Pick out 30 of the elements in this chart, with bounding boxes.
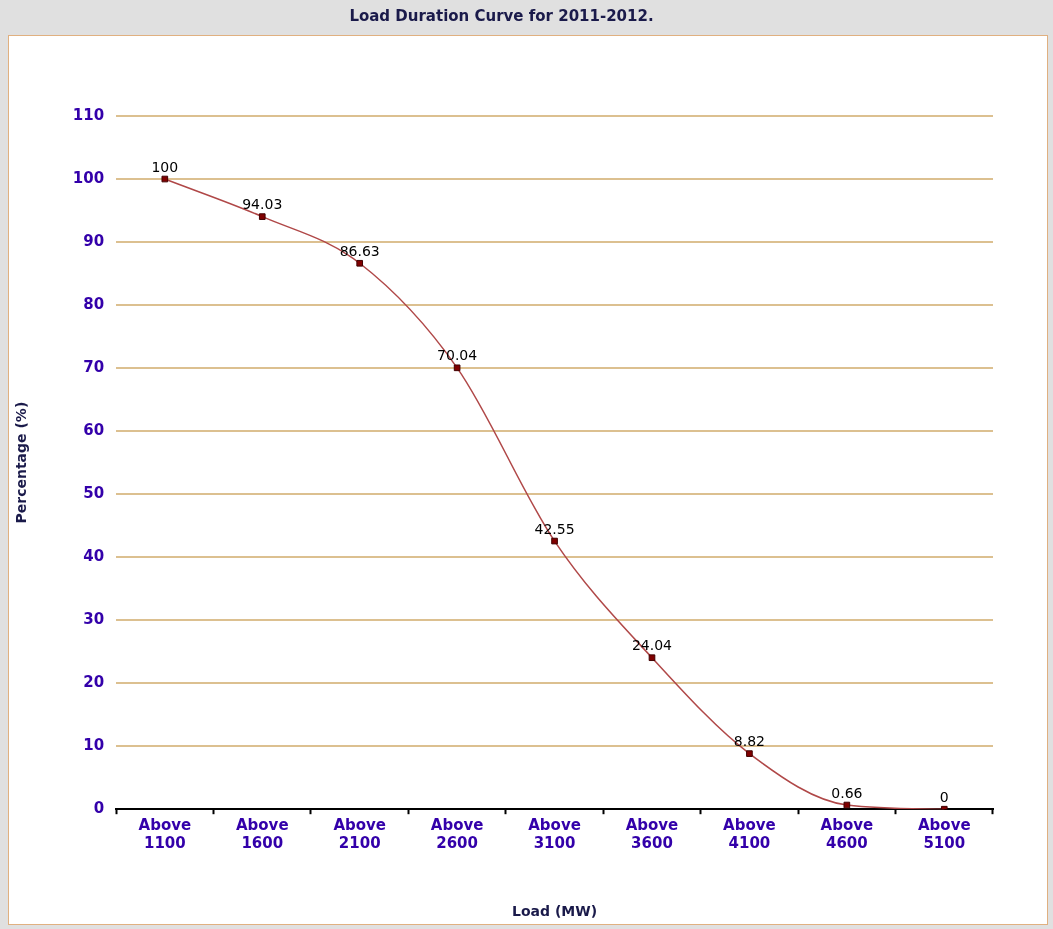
x-tick-label: Above 1600 — [235, 816, 289, 853]
y-tick-label: 90 — [83, 231, 105, 250]
y-tick-label: 40 — [83, 547, 105, 566]
data-label: 0 — [939, 788, 949, 805]
y-tick-label: 10 — [83, 736, 105, 755]
y-tick-label: 30 — [83, 610, 105, 629]
y-tick-label: 60 — [83, 420, 105, 439]
x-tick-label: Above 4100 — [723, 816, 776, 853]
data-label: 0.66 — [831, 784, 863, 801]
y-tick-label: 110 — [72, 105, 105, 124]
x-tick-label: Above 5100 — [917, 816, 971, 853]
x-tick-label: Above 4600 — [820, 816, 874, 853]
data-label: 94.03 — [242, 196, 283, 213]
data-label: 86.63 — [339, 242, 380, 259]
y-tick-label: 70 — [83, 357, 105, 376]
x-tick-label: Above 2600 — [430, 816, 484, 853]
y-tick-label: 100 — [72, 168, 105, 187]
x-axis-title: Load (MW) — [512, 903, 598, 920]
x-tick-label: Above 3100 — [528, 816, 581, 853]
y-tick-label: 50 — [83, 484, 105, 502]
data-label: 100 — [151, 158, 179, 175]
y-tick-label: 0 — [93, 799, 105, 818]
y-tick-label: 20 — [83, 673, 105, 692]
y-tick-label: 80 — [83, 294, 105, 313]
x-tick-label: Above 3600 — [625, 816, 679, 853]
x-tick-label: Above 2100 — [333, 816, 386, 853]
data-label: 8.82 — [733, 733, 766, 750]
chart-title: Load Duration Curve for 2011-2012. — [349, 6, 654, 25]
y-axis-title: Percentage (%) — [13, 401, 30, 524]
x-tick-label: Above 1100 — [138, 816, 192, 853]
